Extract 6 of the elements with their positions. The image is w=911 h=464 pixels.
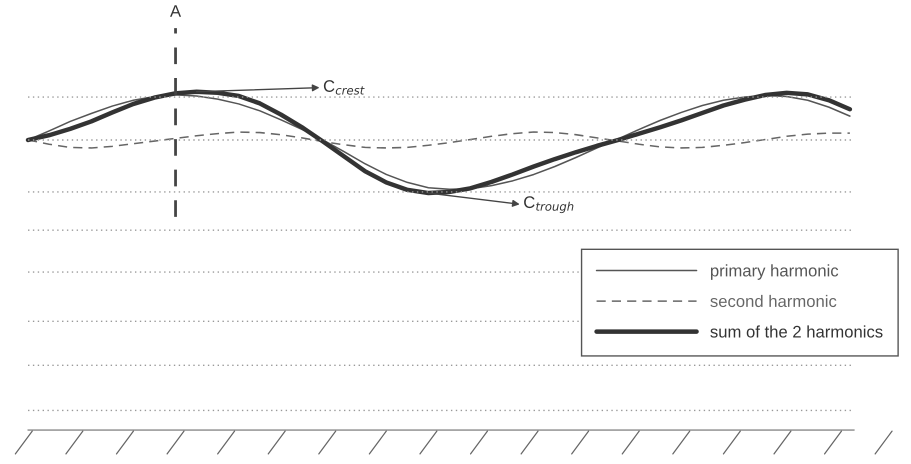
annotation: C$_{crest}$ <box>324 80 365 95</box>
text: second harmonic <box>710 294 836 308</box>
text: A <box>170 5 182 17</box>
text: C$_{trough}$ <box>524 196 574 214</box>
text: primary harmonic <box>710 264 838 280</box>
text: sum of the 2 harmonics <box>710 325 883 338</box>
